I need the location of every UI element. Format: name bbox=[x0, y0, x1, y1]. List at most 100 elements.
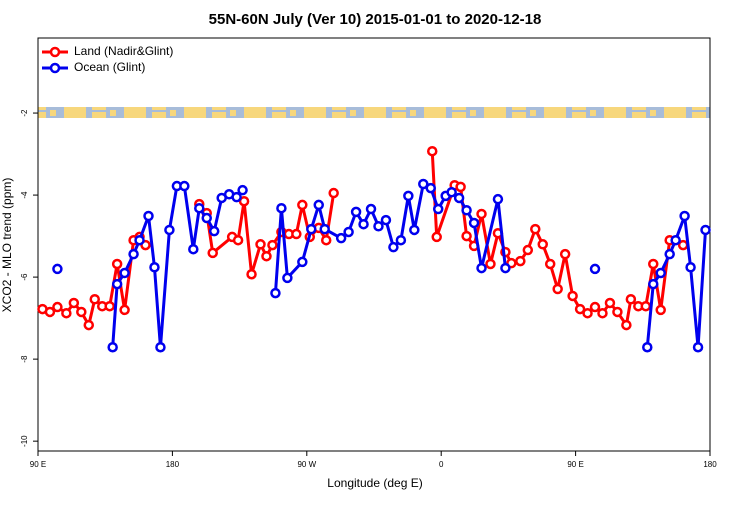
data-point bbox=[276, 202, 287, 214]
chart-title: 55N-60N July (Ver 10) 2015-01-01 to 2020… bbox=[209, 11, 542, 28]
data-point bbox=[485, 258, 496, 270]
x-tick-label: 180 bbox=[166, 460, 180, 469]
data-point bbox=[461, 230, 472, 242]
data-point bbox=[700, 224, 711, 236]
data-point bbox=[143, 210, 154, 222]
data-point bbox=[515, 255, 526, 267]
data-point bbox=[188, 243, 199, 255]
data-point bbox=[537, 239, 548, 250]
data-point bbox=[648, 258, 659, 270]
legend-label: Land (Nadir&Glint) bbox=[74, 44, 173, 58]
data-point bbox=[179, 180, 190, 192]
data-point bbox=[238, 195, 250, 207]
x-tick-label: 90 E bbox=[30, 460, 46, 469]
data-point bbox=[522, 244, 534, 256]
data-point bbox=[670, 234, 681, 246]
data-point bbox=[350, 206, 362, 218]
data-point bbox=[453, 192, 465, 204]
data-point bbox=[582, 307, 593, 319]
x-axis-label: Longitude (deg E) bbox=[327, 476, 422, 490]
data-point bbox=[358, 218, 369, 230]
data-point bbox=[640, 300, 652, 312]
x-tick-label: 90 E bbox=[567, 460, 583, 469]
data-point bbox=[134, 234, 145, 246]
data-point bbox=[431, 231, 442, 243]
data-point bbox=[597, 307, 608, 319]
data-point bbox=[589, 263, 601, 275]
data-point bbox=[44, 306, 56, 318]
data-point bbox=[297, 256, 308, 268]
data-point bbox=[111, 258, 123, 270]
data-point bbox=[267, 239, 278, 251]
data-point bbox=[468, 217, 480, 229]
data-point bbox=[403, 190, 414, 202]
data-point bbox=[201, 212, 212, 224]
data-point bbox=[380, 214, 392, 226]
data-point bbox=[155, 341, 166, 353]
data-point bbox=[335, 232, 347, 244]
y-tick-label: -8 bbox=[20, 355, 29, 363]
data-point bbox=[52, 263, 63, 275]
data-point bbox=[492, 193, 504, 205]
data-point bbox=[111, 278, 123, 290]
legend-marker bbox=[49, 46, 61, 58]
data-point bbox=[685, 262, 696, 273]
data-point bbox=[83, 319, 95, 331]
map-strip bbox=[38, 107, 710, 118]
data-point bbox=[500, 262, 511, 274]
data-point bbox=[655, 267, 666, 279]
data-point bbox=[232, 234, 244, 246]
data-point bbox=[388, 241, 399, 253]
data-point bbox=[589, 301, 601, 313]
data-point bbox=[625, 294, 637, 305]
legend-label: Ocean (Glint) bbox=[74, 60, 145, 74]
data-point bbox=[461, 205, 472, 216]
data-point bbox=[119, 267, 130, 279]
legend-marker bbox=[49, 62, 61, 74]
data-point bbox=[119, 304, 130, 316]
data-point bbox=[476, 262, 487, 274]
data-point bbox=[231, 191, 242, 203]
data-point bbox=[255, 239, 266, 250]
x-tick-label: 180 bbox=[703, 460, 717, 469]
data-point bbox=[76, 306, 87, 318]
data-point bbox=[648, 278, 659, 290]
data-point bbox=[409, 224, 420, 236]
data-point bbox=[194, 202, 205, 214]
data-point bbox=[476, 208, 487, 220]
data-point bbox=[365, 203, 377, 215]
data-point bbox=[320, 234, 332, 246]
y-tick-label: -4 bbox=[20, 191, 29, 199]
data-point bbox=[246, 268, 257, 280]
data-point bbox=[692, 341, 704, 353]
data-point bbox=[306, 223, 317, 235]
data-point bbox=[61, 307, 72, 319]
data-point bbox=[128, 248, 139, 260]
data-point bbox=[164, 224, 175, 236]
data-point bbox=[567, 290, 578, 302]
data-point bbox=[544, 258, 556, 270]
data-point bbox=[604, 297, 616, 309]
data-point bbox=[446, 186, 457, 198]
data-point bbox=[574, 303, 586, 315]
data-point bbox=[642, 341, 653, 353]
data-point bbox=[679, 210, 690, 222]
data-point bbox=[395, 234, 407, 246]
data-point bbox=[207, 247, 218, 259]
data-point bbox=[373, 220, 384, 232]
data-point bbox=[104, 300, 115, 312]
data-point bbox=[291, 228, 302, 240]
data-point bbox=[621, 319, 632, 331]
data-point bbox=[552, 283, 563, 295]
data-point bbox=[237, 184, 248, 196]
data-point bbox=[107, 341, 118, 353]
x-tick-label: 90 W bbox=[297, 460, 316, 469]
plot-frame bbox=[37, 37, 711, 452]
data-point bbox=[208, 225, 220, 237]
data-point bbox=[297, 199, 308, 211]
y-tick-label: -6 bbox=[20, 273, 29, 281]
data-point bbox=[664, 248, 675, 260]
data-point bbox=[319, 223, 330, 235]
data-point bbox=[313, 199, 324, 211]
